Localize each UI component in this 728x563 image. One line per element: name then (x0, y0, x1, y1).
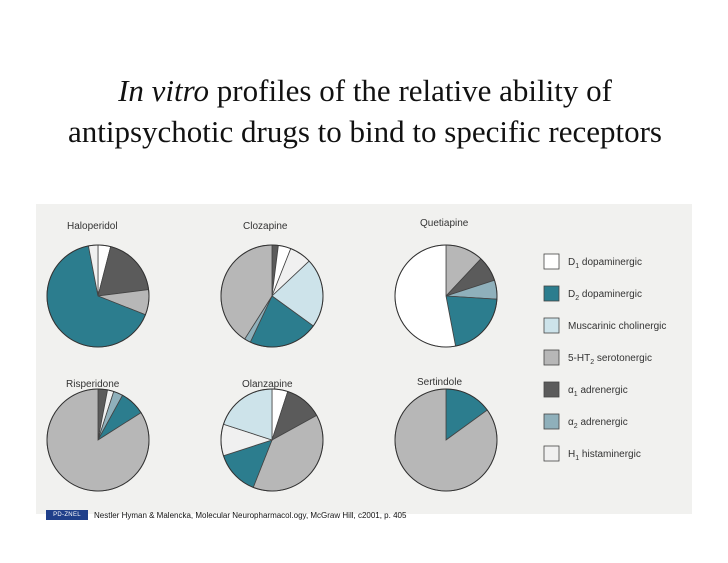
legend-swatch (543, 285, 560, 302)
legend-item-alpha2: α2 adrenergic (543, 413, 628, 430)
pie-outline (46, 244, 150, 348)
legend-label-alpha1: α1 adrenergic (568, 385, 628, 398)
pie-outline (394, 244, 498, 348)
pie-olanzapine: Olanzapine (220, 379, 324, 492)
pie-title-quetiapine: Quetiapine (420, 218, 469, 229)
pie-outline (220, 388, 324, 492)
pie-risperidone: Risperidone (46, 379, 150, 492)
legend-item-muscarinic: Muscarinic cholinergic (543, 317, 666, 334)
legend-item-5-ht2: 5-HT2 serotonergic (543, 349, 652, 366)
pie-charts-svg: Haloperidol Clozapine Quetiapine Risperidon… (46, 218, 666, 492)
legend-item-d2: D2 dopaminergic (543, 285, 642, 302)
legend-item-alpha1: α1 adrenergic (543, 381, 628, 398)
pie-title-olanzapine: Olanzapine (242, 379, 293, 390)
legend-item-d1: D1 dopaminergic (543, 253, 642, 270)
legend-label-h1: H1 histaminergic (568, 449, 641, 462)
legend-swatch (543, 349, 560, 366)
legend-item-h1: H1 histaminergic (543, 445, 641, 462)
credit-line: PD-ZNEL Nestler Hyman & Malencka, Molecu… (46, 509, 406, 521)
legend-label-d2: D2 dopaminergic (568, 289, 642, 302)
slide-title-italic: In vitro (118, 73, 210, 108)
credit-text: Nestler Hyman & Malencka, Molecular Neur… (94, 510, 407, 520)
legend-swatch (543, 317, 560, 334)
legend-label-alpha2: α2 adrenergic (568, 417, 628, 430)
pie-clozapine: Clozapine (220, 221, 324, 348)
pie-chart-figure: Haloperidol Clozapine Quetiapine Risperidon… (36, 204, 692, 514)
pie-title-sertindole: Sertindole (417, 377, 462, 388)
legend-swatch (543, 413, 560, 430)
legend-label-muscarinic: Muscarinic cholinergic (568, 321, 666, 332)
pie-title-haloperidol: Haloperidol (67, 221, 118, 232)
pie-title-risperidone: Risperidone (66, 379, 120, 390)
pie-title-clozapine: Clozapine (243, 221, 288, 232)
legend-swatch (543, 253, 560, 270)
pie-outline (394, 388, 498, 492)
pie-outline (46, 388, 150, 492)
pie-sertindole: Sertindole (394, 377, 498, 492)
pie-haloperidol: Haloperidol (46, 221, 150, 348)
legend-swatch (543, 445, 560, 462)
legend-label-d1: D1 dopaminergic (568, 257, 642, 270)
slide-title-rest: profiles of the relative ability of anti… (67, 73, 662, 149)
legend-swatch (543, 381, 560, 398)
pie-outline (220, 244, 324, 348)
pie-quetiapine: Quetiapine (394, 218, 498, 348)
publisher-logo: PD-ZNEL (46, 510, 88, 520)
legend-label-5-ht2: 5-HT2 serotonergic (568, 353, 652, 366)
slide-title: In vitro profiles of the relative abilit… (60, 70, 670, 152)
